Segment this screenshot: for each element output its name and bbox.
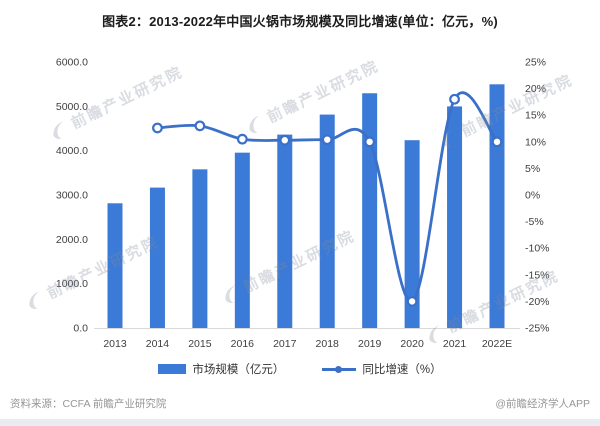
y-right-tick-label: 5% — [525, 163, 540, 175]
bar-2016 — [234, 152, 250, 328]
bar-2018 — [319, 114, 335, 328]
bar-2019 — [362, 93, 378, 328]
y-right-tick-label: -20% — [525, 296, 550, 308]
bar-series-label: 市场规模（亿元） — [192, 364, 285, 376]
bar-2020 — [404, 140, 420, 328]
x-tick-label: 2019 — [358, 338, 382, 350]
bar-2015 — [192, 169, 208, 328]
y-right-tick-label: -25% — [525, 323, 550, 335]
bar-series-swatch — [158, 364, 187, 374]
x-tick-label: 2013 — [103, 338, 127, 350]
growth-marker-2019 — [364, 136, 376, 148]
x-tick-label: 2014 — [146, 338, 170, 350]
growth-marker-2017 — [279, 134, 291, 146]
x-tick-label: 2020 — [400, 338, 424, 350]
y-right-tick-label: -15% — [525, 269, 550, 281]
y-left-tick-label: 4000.0 — [56, 145, 88, 157]
x-tick-label: 2022E — [482, 338, 512, 350]
x-tick-label: 2016 — [231, 338, 255, 350]
x-tick-label: 2018 — [316, 338, 340, 350]
legend-item-growth: 同比增速（%） — [322, 361, 442, 377]
y-right-tick-label: 25% — [525, 57, 546, 69]
x-tick-label: 2015 — [188, 338, 212, 350]
x-tick-label: 2021 — [443, 338, 467, 350]
source-note: 资料来源：CCFA 前瞻产业研究院 — [10, 398, 167, 410]
y-left-tick-label: 0.0 — [73, 323, 88, 335]
growth-marker-2022E — [491, 136, 503, 148]
growth-marker-2021 — [449, 93, 460, 105]
bar-2021 — [447, 106, 463, 328]
bar-2022E — [489, 84, 505, 328]
bar-2017 — [277, 134, 293, 328]
line-series-label: 同比增速（%） — [362, 364, 442, 376]
y-right-tick-label: 0% — [525, 190, 540, 202]
y-left-tick-label: 2000.0 — [56, 234, 88, 246]
y-right-tick-label: 15% — [525, 110, 546, 122]
credit-note: @前瞻经济学人APP — [495, 398, 590, 410]
chart-title: 图表2：2013-2022年中国火锅市场规模及同比增速(单位：亿元，%) — [102, 14, 498, 29]
y-left-tick-label: 5000.0 — [56, 101, 88, 113]
y-right-tick-label: -10% — [525, 243, 550, 255]
x-tick-label: 2017 — [273, 338, 297, 350]
y-left-tick-label: 1000.0 — [56, 278, 88, 290]
bar-2013 — [107, 203, 123, 328]
bar-2014 — [149, 187, 165, 328]
y-left-tick-label: 6000.0 — [56, 57, 88, 69]
bottom-strip — [0, 419, 600, 426]
growth-marker-2015 — [194, 120, 206, 132]
growth-marker-2020 — [406, 296, 418, 307]
y-right-tick-label: -5% — [525, 216, 544, 228]
y-right-tick-label: 10% — [525, 136, 546, 148]
y-right-tick-label: 20% — [525, 83, 546, 95]
growth-marker-2018 — [321, 134, 333, 146]
legend: 市场规模（亿元） 同比增速（%） — [0, 361, 600, 377]
growth-line — [156, 91, 499, 303]
footer: 资料来源：CCFA 前瞻产业研究院 @前瞻经济学人APP — [10, 396, 590, 411]
y-left-tick-label: 3000.0 — [56, 190, 88, 202]
growth-marker-2014 — [152, 122, 163, 134]
growth-marker-2016 — [236, 133, 248, 145]
legend-item-market-size: 市场规模（亿元） — [158, 361, 284, 377]
line-series-swatch — [322, 364, 357, 374]
